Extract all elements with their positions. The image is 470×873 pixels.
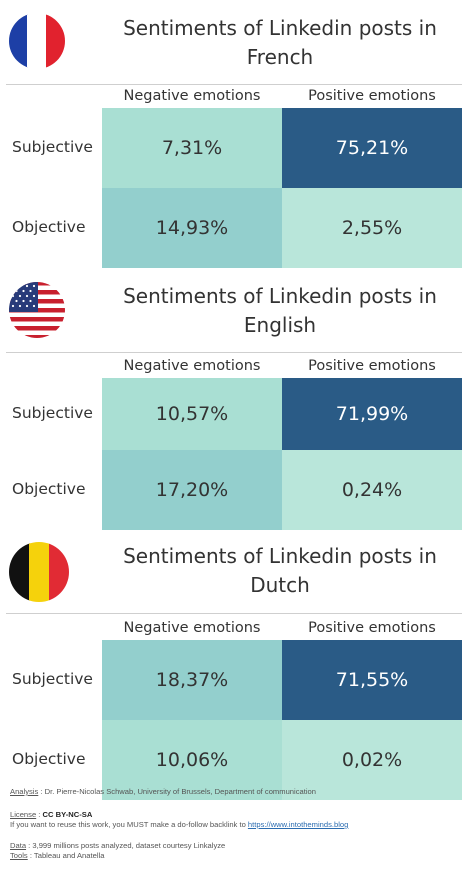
chart-title-line-2: Dutch — [250, 573, 310, 597]
chart-title: Sentiments of Linkedin posts in Dutch — [90, 542, 470, 600]
heatmap-cell-objective-positive: 0,02% — [282, 720, 462, 800]
heatmap-cell-objective-positive: 2,55% — [282, 188, 462, 268]
dutch-section: Sentiments of Linkedin posts in Dutch Ne… — [0, 536, 470, 800]
chart-title-line-2: French — [246, 45, 314, 69]
heatmap-cell-subjective-negative: 7,31% — [102, 108, 282, 188]
heatmap-cell-subjective-negative: 18,37% — [102, 640, 282, 720]
tools-text: : Tableau and Anatella — [27, 851, 105, 860]
cell-value-label: 14,93% — [155, 217, 229, 239]
column-header-positive: Positive emotions — [308, 620, 436, 636]
cell-value-label: 18,37% — [155, 669, 229, 691]
chart-title-line-2: English — [243, 313, 317, 337]
cell-value-label: 10,06% — [155, 749, 229, 771]
cell-value-label: 71,99% — [335, 403, 409, 425]
analysis-label: Analysis — [10, 787, 39, 796]
cell-value-label: 71,55% — [335, 669, 409, 691]
cell-value-label: 7,31% — [161, 137, 223, 159]
reuse-text: If you want to reuse this work, you MUST… — [10, 820, 248, 829]
data-label: Data — [10, 841, 27, 850]
heatmap-cell-objective-positive: 0,24% — [282, 450, 462, 530]
divider — [6, 613, 462, 614]
license-block: License : CC BY-NC-SA If you want to reu… — [10, 810, 465, 830]
row-header-subjective: Subjective — [12, 138, 93, 156]
heatmap-cell-subjective-positive: 75,21% — [282, 108, 462, 188]
row-header-subjective: Subjective — [12, 404, 93, 422]
belgium-flag-icon — [8, 541, 69, 602]
heatmap-cell-objective-negative: 17,20% — [102, 450, 282, 530]
french-section: Sentiments of Linkedin posts in French N… — [0, 0, 470, 268]
chart-title-line-1: Sentiments of Linkedin posts in — [123, 544, 437, 568]
chart-title-line-1: Sentiments of Linkedin posts in — [123, 284, 437, 308]
heatmap-cell-subjective-negative: 10,57% — [102, 378, 282, 450]
english-section: Sentiments of Linkedin posts in English … — [0, 268, 470, 536]
heatmap-cell-subjective-positive: 71,55% — [282, 640, 462, 720]
analysis-text: : Dr. Pierre-Nicolas Schwab, University … — [38, 787, 316, 796]
heatmap-cell-objective-negative: 14,93% — [102, 188, 282, 268]
data-tools-block: Data : 3,999 millions posts analyzed, da… — [10, 841, 465, 861]
divider — [6, 84, 462, 85]
cell-value-label: 17,20% — [155, 479, 229, 501]
cell-value-label: 0,24% — [341, 479, 403, 501]
row-header-objective: Objective — [12, 480, 86, 498]
chart-title: Sentiments of Linkedin posts in French — [90, 14, 470, 72]
row-header-objective: Objective — [12, 218, 86, 236]
column-header-positive: Positive emotions — [308, 88, 436, 104]
license-value: CC BY-NC-SA — [42, 810, 93, 819]
column-header-negative: Negative emotions — [123, 358, 261, 374]
tools-label: Tools — [10, 851, 28, 860]
divider — [6, 352, 462, 353]
column-header-positive: Positive emotions — [308, 358, 436, 374]
cell-value-label: 0,02% — [341, 749, 403, 771]
backlink-link[interactable]: https://www.intotheminds.blog — [247, 820, 349, 829]
row-header-subjective: Subjective — [12, 670, 93, 688]
heatmap-cell-subjective-positive: 71,99% — [282, 378, 462, 450]
column-header-negative: Negative emotions — [123, 88, 261, 104]
cell-value-label: 10,57% — [155, 403, 229, 425]
license-separator: : — [36, 810, 43, 819]
cell-value-label: 2,55% — [341, 217, 403, 239]
chart-title: Sentiments of Linkedin posts in English — [90, 282, 470, 340]
license-label: License — [10, 810, 37, 819]
column-header-negative: Negative emotions — [123, 620, 261, 636]
chart-title-line-1: Sentiments of Linkedin posts in — [123, 16, 437, 40]
analysis-credit: Analysis : Dr. Pierre-Nicolas Schwab, Un… — [10, 787, 465, 797]
cell-value-label: 75,21% — [335, 137, 409, 159]
heatmap-cell-objective-negative: 10,06% — [102, 720, 282, 800]
data-text: : 3,999 millions posts analyzed, dataset… — [26, 841, 226, 850]
france-flag-icon — [8, 12, 66, 70]
row-header-objective: Objective — [12, 750, 86, 768]
usa-flag-icon — [8, 281, 66, 339]
